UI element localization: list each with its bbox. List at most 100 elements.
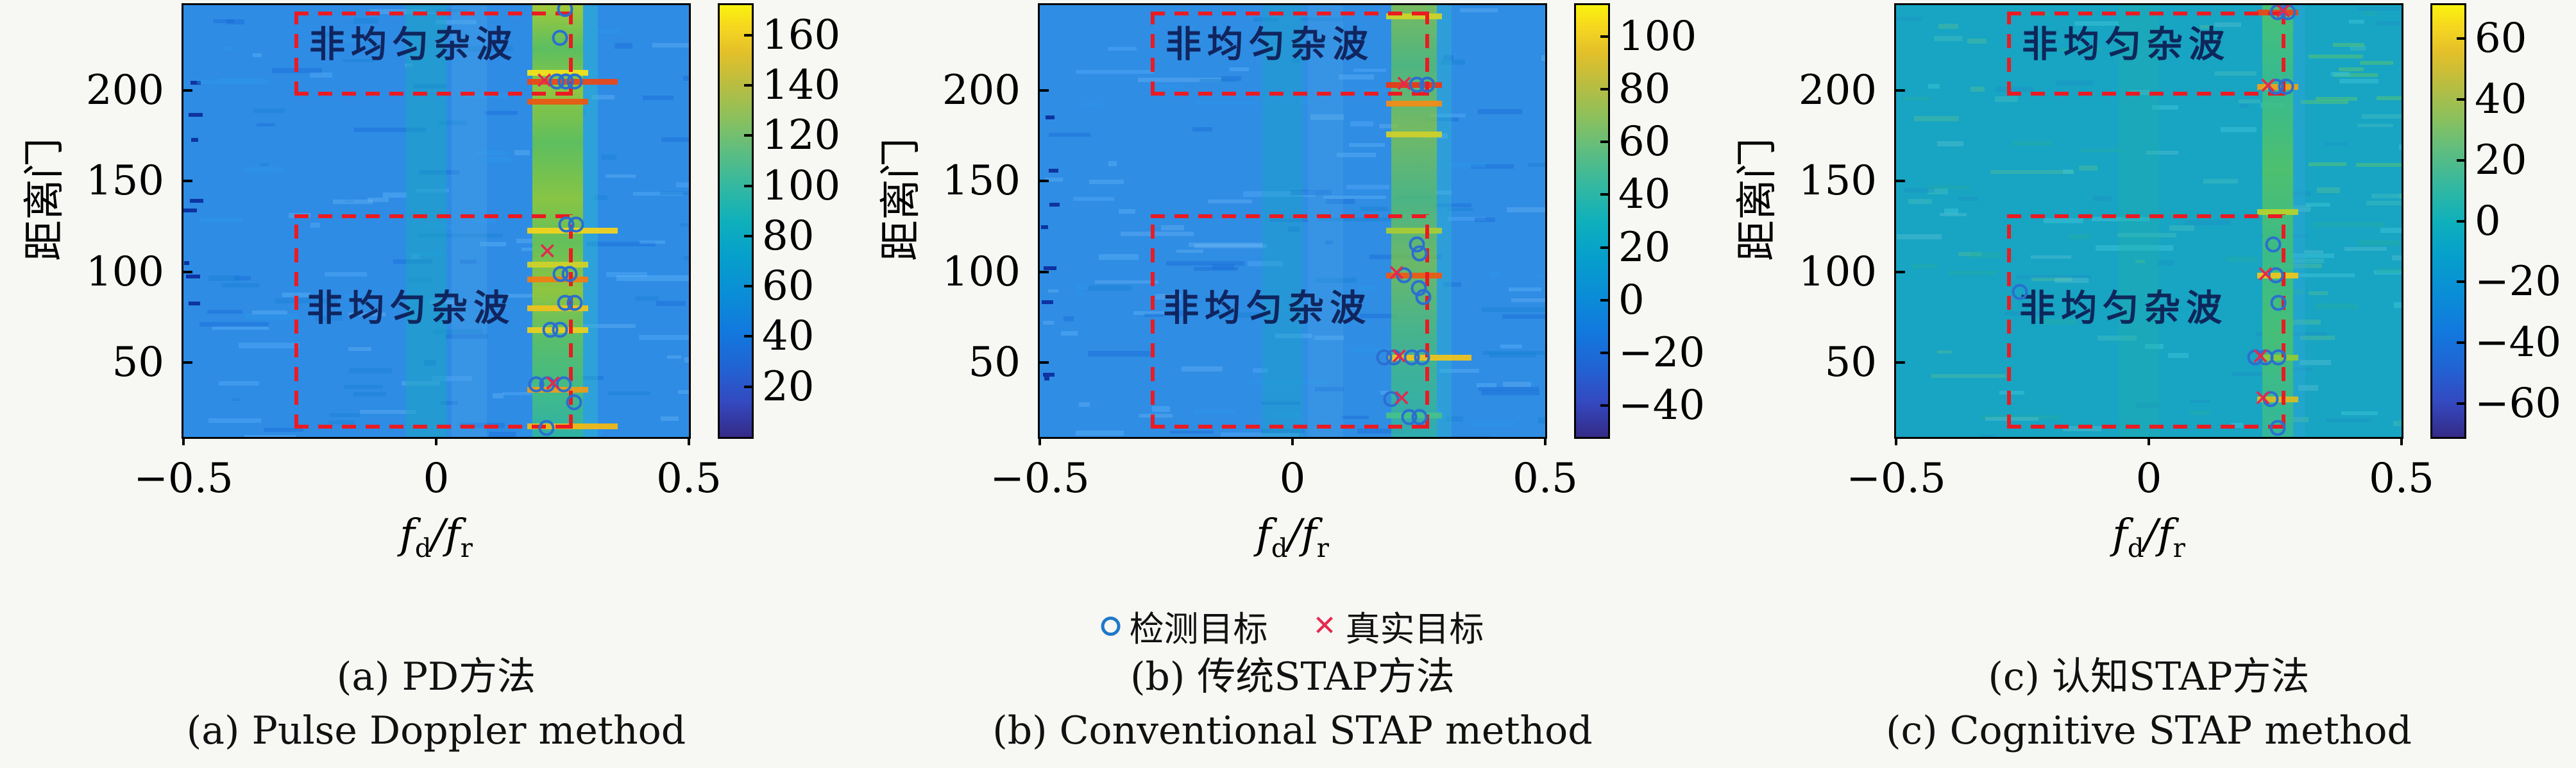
true-target-marker: ✕ [2253,385,2273,412]
colorbar-tick-label: −40 [1618,381,1706,429]
clutter-noise-streak [2309,55,2363,59]
clutter-noise-streak [2332,43,2364,47]
colorbar-tick-mark [2457,402,2464,405]
clutter-noise-streak [1325,240,1334,245]
true-target-marker: ✕ [1394,71,1414,98]
clutter-noise-streak [2292,319,2321,325]
clutter-noise-streak [2226,256,2258,262]
clutter-ridge-streak [527,387,588,393]
clutter-noise-streak [1994,96,2019,103]
detected-target-marker [539,376,555,393]
clutter-noise-streak [1990,169,2074,175]
clutter-noise-streak [324,271,368,277]
detected-target-marker [568,216,584,233]
xlabel-sub-r: r [2173,533,2185,563]
clutter-noise-streak [2067,234,2091,239]
clutter-ridge-streak [527,69,588,76]
clutter-noise-streak [1509,287,1541,291]
clutter-noise-streak [2091,217,2150,221]
clutter-band [1262,5,1303,437]
clutter-noise-streak [2339,79,2378,83]
clutter-noise-streak [197,80,270,85]
clutter-noise-streak [2097,335,2137,341]
clutter-noise-streak [2221,126,2257,132]
y-tick-mark [183,361,192,364]
clutter-noise-streak [1928,83,1940,89]
plot-area: 非均匀杂波 非均匀杂波 ✕ ✕ ✕ ✕ [1038,3,1547,439]
clutter-noise-streak [1443,282,1462,287]
colorbar-tick-label: −40 [2475,319,2562,367]
colorbar-tick-label: −20 [1618,329,1706,377]
clutter-noise-streak [2044,218,2083,223]
clutter-noise-streak [1139,414,1173,418]
detected-target-marker [2280,5,2296,21]
clutter-region-box-edge [1151,214,1155,429]
clutter-noise-streak [475,150,507,155]
detected-target-marker [1396,267,1412,284]
clutter-noise-streak [1078,402,1090,407]
clutter-noise-streak [251,311,288,315]
clutter-noise-streak [591,95,614,100]
y-tick-mark [1896,180,1905,183]
clutter-noise-streak [1261,429,1305,434]
colorbar-tick-mark [2457,98,2464,101]
clutter-region-box-edge [2007,12,2285,16]
clutter-noise-streak [1161,225,1184,231]
clutter-noise-streak [1350,121,1373,127]
clutter-noise-streak [244,314,299,320]
clutter-noise-streak [652,43,689,47]
colorbar-tick-mark [744,285,752,288]
clutter-noise-streak [1049,203,1060,207]
clutter-noise-streak [2298,385,2318,391]
colorbar [1574,3,1610,439]
clutter-noise-streak [1199,78,1236,82]
clutter-noise-streak [2168,352,2189,358]
clutter-noise-streak [2380,228,2402,234]
clutter-noise-streak [1229,67,1250,72]
clutter-noise-streak [1378,123,1398,129]
clutter-noise-streak [1506,207,1545,213]
clutter-region-box-edge [2281,214,2285,429]
detected-target-marker [2270,294,2287,311]
true-target-marker: ✕ [2251,343,2271,370]
clutter-noise-streak [208,275,239,281]
clutter-noise-streak [2398,144,2402,150]
clutter-noise-streak [1914,115,1959,121]
colorbar-tick-mark [2457,37,2464,40]
clutter-noise-streak [661,416,679,421]
clutter-noise-streak [2300,336,2335,340]
colorbar-tick-label: 100 [1618,13,1697,61]
clutter-noise-streak [470,219,495,223]
clutter-noise-streak [2393,420,2402,426]
clutter-noise-streak [1061,331,1078,336]
xlabel-f2: f [445,511,461,558]
clutter-noise-streak [493,393,504,399]
colorbar-tick-label: 20 [1618,223,1671,271]
detected-target-marker [552,321,568,338]
clutter-noise-streak [207,309,242,314]
clutter-noise-streak [1359,314,1397,318]
clutter-noise-streak [2349,19,2364,24]
detected-target-legend-icon [1101,616,1121,636]
colorbar-tick-mark [1600,141,1608,144]
x-tick-mark [182,439,185,445]
clutter-noise-streak [2357,6,2401,11]
clutter-noise-streak [1912,264,1938,268]
clutter-noise-streak [1194,266,1238,271]
clutter-noise-streak [2300,359,2332,366]
clutter-noise-streak [1537,274,1545,278]
clutter-noise-streak [1314,336,1344,341]
legend-item-true: ✕ 真实目标 [1313,601,1484,651]
x-axis-label: fd/fr [400,511,473,563]
clutter-noise-streak [2362,11,2377,15]
x-tick-mark [688,439,690,445]
clutter-noise-streak [2214,71,2257,76]
x-tick-mark [435,439,437,445]
colorbar-tick-label: 60 [762,262,815,311]
clutter-noise-streak [1273,412,1301,418]
colorbar-tick-mark [1600,298,1608,302]
clutter-noise-streak [684,357,689,363]
colorbar-tick-label: 60 [2475,15,2527,63]
clutter-noise-streak [2037,316,2046,321]
y-tick-mark [1040,89,1049,92]
